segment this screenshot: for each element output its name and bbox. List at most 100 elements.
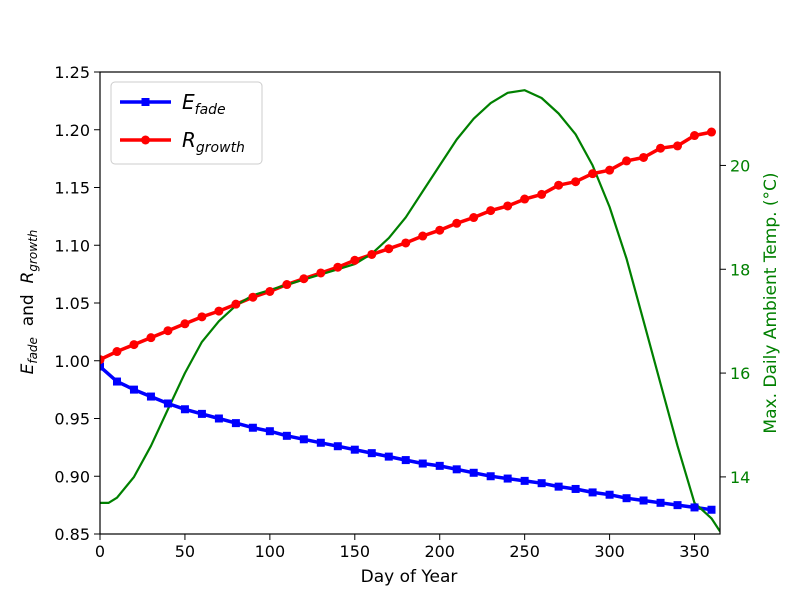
data-point <box>605 490 614 499</box>
x-tick-label: 100 <box>255 542 286 561</box>
data-point <box>418 231 428 241</box>
data-point <box>571 484 580 493</box>
data-point <box>231 419 240 428</box>
data-point <box>690 503 699 512</box>
data-point <box>520 194 530 204</box>
right-y-axis: 14 16 18 20 <box>720 156 750 487</box>
x-axis-label: Day of Year <box>361 567 458 587</box>
data-point <box>248 423 257 432</box>
data-point <box>100 355 105 365</box>
data-point <box>571 177 581 187</box>
y2-tick-label: 18 <box>730 260 750 279</box>
data-point <box>639 152 649 162</box>
data-point <box>100 362 104 371</box>
data-point <box>707 127 717 137</box>
data-point <box>384 244 394 254</box>
data-point <box>282 431 291 440</box>
data-point <box>146 333 156 343</box>
data-point <box>690 131 700 141</box>
y2-tick-label: 16 <box>730 364 750 383</box>
legend-label-main: R <box>182 128 196 152</box>
x-tick-label: 0 <box>95 542 105 561</box>
data-point <box>214 306 224 316</box>
y-tick-label: 1.10 <box>54 236 90 255</box>
y-tick-label: 0.95 <box>54 410 90 429</box>
data-point <box>503 201 513 211</box>
data-point <box>367 449 376 458</box>
data-point <box>486 472 495 481</box>
x-axis: 0 50 100 150 200 250 300 350 <box>95 534 710 561</box>
data-point <box>197 409 206 418</box>
x-tick-label: 200 <box>424 542 455 561</box>
data-point <box>214 414 223 423</box>
legend-label-main: E <box>182 90 195 114</box>
data-point <box>333 442 342 451</box>
ylabel-r: R <box>18 272 38 284</box>
data-point <box>452 218 462 228</box>
data-point <box>112 347 122 357</box>
left-y-axis-label: Efade and Rgrowth <box>18 230 40 375</box>
x-tick-label: 150 <box>340 542 371 561</box>
data-point <box>554 180 564 190</box>
data-point <box>622 494 631 503</box>
data-point <box>503 474 512 483</box>
data-point <box>707 505 716 514</box>
data-point <box>435 225 445 235</box>
data-point <box>248 292 258 302</box>
legend-label-sub: growth <box>196 140 245 156</box>
series-line-2 <box>100 89 720 533</box>
data-point <box>401 456 410 465</box>
data-point <box>537 189 547 199</box>
data-point <box>316 438 325 447</box>
y-tick-label: 0.90 <box>54 467 90 486</box>
x-tick-label: 250 <box>509 542 540 561</box>
y-tick-label: 1.15 <box>54 179 90 198</box>
data-point <box>129 385 138 394</box>
data-point <box>537 479 546 488</box>
data-point <box>367 249 377 259</box>
x-tick-label: 300 <box>594 542 625 561</box>
x-tick-label: 50 <box>175 542 195 561</box>
data-point <box>163 326 173 336</box>
legend-label: Efade <box>182 90 226 118</box>
data-point <box>265 286 275 296</box>
ylabel-fade: fade <box>26 337 40 364</box>
y-tick-label: 1.25 <box>54 63 90 82</box>
data-point <box>265 427 274 436</box>
data-point <box>469 468 478 477</box>
ylabel-growth: growth <box>26 230 40 272</box>
data-point <box>452 465 461 474</box>
data-point <box>418 459 427 468</box>
data-point <box>112 377 121 386</box>
series-line-0 <box>100 365 712 512</box>
legend: Efade Rgrowth <box>110 81 263 165</box>
data-point <box>554 482 563 491</box>
plot-area <box>99 71 721 535</box>
data-point <box>180 405 189 414</box>
y-tick-label: 1.20 <box>54 121 90 140</box>
data-point <box>656 143 666 153</box>
y2-tick-label: 20 <box>730 156 750 175</box>
y-tick-label: 1.00 <box>54 352 90 371</box>
left-y-axis: 0.85 0.90 0.95 1.00 1.05 1.10 1.15 1.20 1.25 <box>54 63 100 544</box>
data-point <box>231 299 241 309</box>
data-point <box>299 435 308 444</box>
data-point <box>163 399 172 408</box>
y-tick-label: 0.85 <box>54 525 90 544</box>
data-point <box>588 169 598 179</box>
data-point <box>197 312 207 322</box>
data-point <box>520 476 529 485</box>
legend-label: Rgrowth <box>182 128 245 156</box>
data-point <box>486 206 496 216</box>
series-group <box>100 89 720 533</box>
data-point <box>605 165 615 175</box>
data-point <box>299 274 309 284</box>
y2-tick-label: 14 <box>730 468 750 487</box>
data-point <box>673 141 683 151</box>
ylabel-e: E <box>18 363 38 374</box>
data-point <box>129 340 139 350</box>
data-point <box>639 496 648 505</box>
data-point <box>656 498 665 507</box>
data-point <box>180 319 190 329</box>
